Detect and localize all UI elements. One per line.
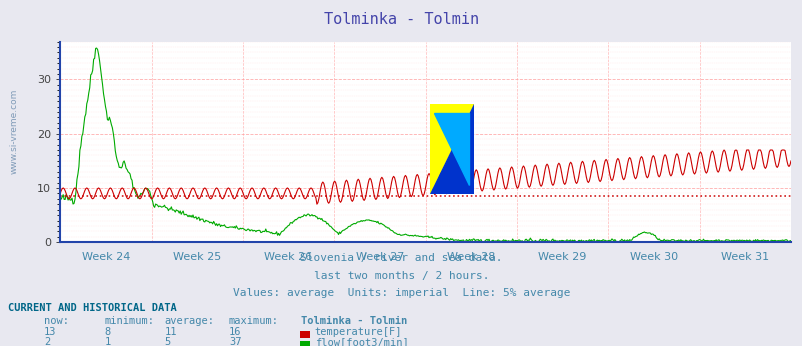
Text: temperature[F]: temperature[F] — [314, 327, 402, 337]
Text: last two months / 2 hours.: last two months / 2 hours. — [314, 271, 488, 281]
Text: Tolminka - Tolmin: Tolminka - Tolmin — [323, 12, 479, 27]
Polygon shape — [433, 113, 469, 185]
Text: 1: 1 — [104, 337, 111, 346]
Polygon shape — [429, 104, 473, 194]
Polygon shape — [429, 104, 473, 194]
Text: 2: 2 — [44, 337, 51, 346]
Text: Slovenia / river and sea data.: Slovenia / river and sea data. — [300, 253, 502, 263]
Text: now:: now: — [44, 316, 69, 326]
Text: 16: 16 — [229, 327, 241, 337]
Text: flow[foot3/min]: flow[foot3/min] — [314, 337, 408, 346]
Text: maximum:: maximum: — [229, 316, 278, 326]
Text: minimum:: minimum: — [104, 316, 154, 326]
Text: www.si-vreme.com: www.si-vreme.com — [10, 89, 18, 174]
Text: Tolminka - Tolmin: Tolminka - Tolmin — [301, 316, 407, 326]
Text: Values: average  Units: imperial  Line: 5% average: Values: average Units: imperial Line: 5%… — [233, 288, 569, 298]
Text: 37: 37 — [229, 337, 241, 346]
Text: CURRENT AND HISTORICAL DATA: CURRENT AND HISTORICAL DATA — [8, 303, 176, 313]
Text: average:: average: — [164, 316, 214, 326]
Text: 8: 8 — [104, 327, 111, 337]
Text: 13: 13 — [44, 327, 57, 337]
Text: 11: 11 — [164, 327, 177, 337]
Text: 5: 5 — [164, 337, 171, 346]
